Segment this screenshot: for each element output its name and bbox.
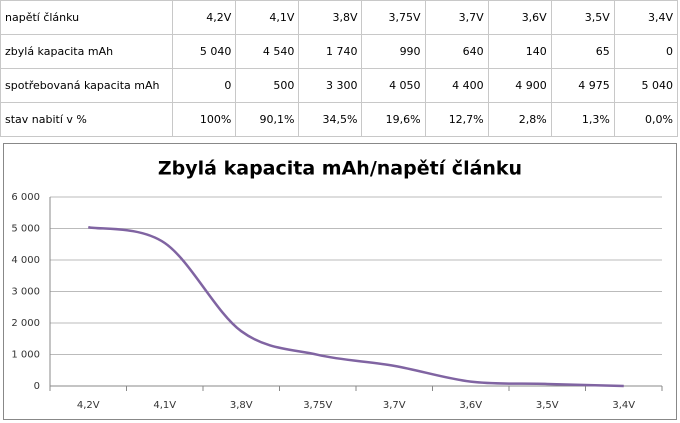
- table-row: zbylá kapacita mAh 5 040 4 540 1 740 990 640 1…: [0, 34, 679, 69]
- y-tick-label: 2 000: [11, 318, 40, 329]
- table-row: napětí článku 4,2V 4,1V 3,8V 3,75V 3,7V 3,6V 3,…: [0, 0, 679, 35]
- table-cell: napětí článku: [0, 0, 174, 35]
- table-cell: 3,4V: [613, 0, 679, 35]
- table-cell: 3,5V: [550, 0, 615, 35]
- x-tick-label: 3,8V: [230, 400, 253, 411]
- table-cell: 4 400: [424, 68, 489, 103]
- table-cell: 3,8V: [298, 0, 363, 35]
- table-cell: 100%: [172, 102, 237, 137]
- table-cell: zbylá kapacita mAh: [0, 34, 174, 69]
- table-cell: 5 040: [172, 34, 237, 69]
- table-cell: stav nabití v %: [0, 102, 174, 137]
- y-tick-label: 0: [34, 381, 40, 392]
- table-row: stav nabití v % 100% 90,1% 34,5% 19,6% 12,7% 2…: [0, 102, 679, 137]
- table-cell: 640: [424, 34, 489, 69]
- data-table: napětí článku 4,2V 4,1V 3,8V 3,75V 3,7V 3,6V 3,…: [0, 0, 679, 137]
- x-tick-label: 3,4V: [612, 400, 635, 411]
- x-tick-label: 4,2V: [77, 400, 100, 411]
- x-tick-label: 4,1V: [153, 400, 176, 411]
- y-tick-label: 5 000: [11, 224, 40, 235]
- table-cell: 4,2V: [172, 0, 237, 35]
- table-cell: 19,6%: [361, 102, 426, 137]
- table-cell: 4 050: [361, 68, 426, 103]
- line-series: [87, 226, 624, 388]
- table-cell: 65: [550, 34, 615, 69]
- chart-frame: [3, 143, 677, 420]
- table-cell: spotřebovaná kapacita mAh: [0, 68, 174, 103]
- table-cell: 1,3%: [550, 102, 615, 137]
- table-cell: 140: [487, 34, 552, 69]
- table-cell: 3 300: [298, 68, 363, 103]
- y-tick-label: 6 000: [11, 192, 40, 203]
- table-cell: 990: [361, 34, 426, 69]
- x-tick-label: 3,5V: [536, 400, 559, 411]
- y-tick-label: 3 000: [11, 287, 40, 298]
- table-cell: 500: [235, 68, 300, 103]
- y-tick-label: 1 000: [11, 350, 40, 361]
- table-cell: 0,0%: [613, 102, 679, 137]
- table-cell: 90,1%: [235, 102, 300, 137]
- chart-title: Zbylá kapacita mAh/napětí článku: [158, 158, 522, 180]
- table-cell: 5 040: [613, 68, 679, 103]
- table-cell: 3,6V: [487, 0, 552, 35]
- table-row: spotřebovaná kapacita mAh 0 500 3 300 4 050 4…: [0, 68, 679, 103]
- y-tick-label: 4 000: [11, 255, 40, 266]
- table-cell: 4 540: [235, 34, 300, 69]
- x-tick-label: 3,7V: [383, 400, 406, 411]
- x-tick-label: 3,75V: [303, 400, 332, 411]
- x-tick-label: 3,6V: [459, 400, 482, 411]
